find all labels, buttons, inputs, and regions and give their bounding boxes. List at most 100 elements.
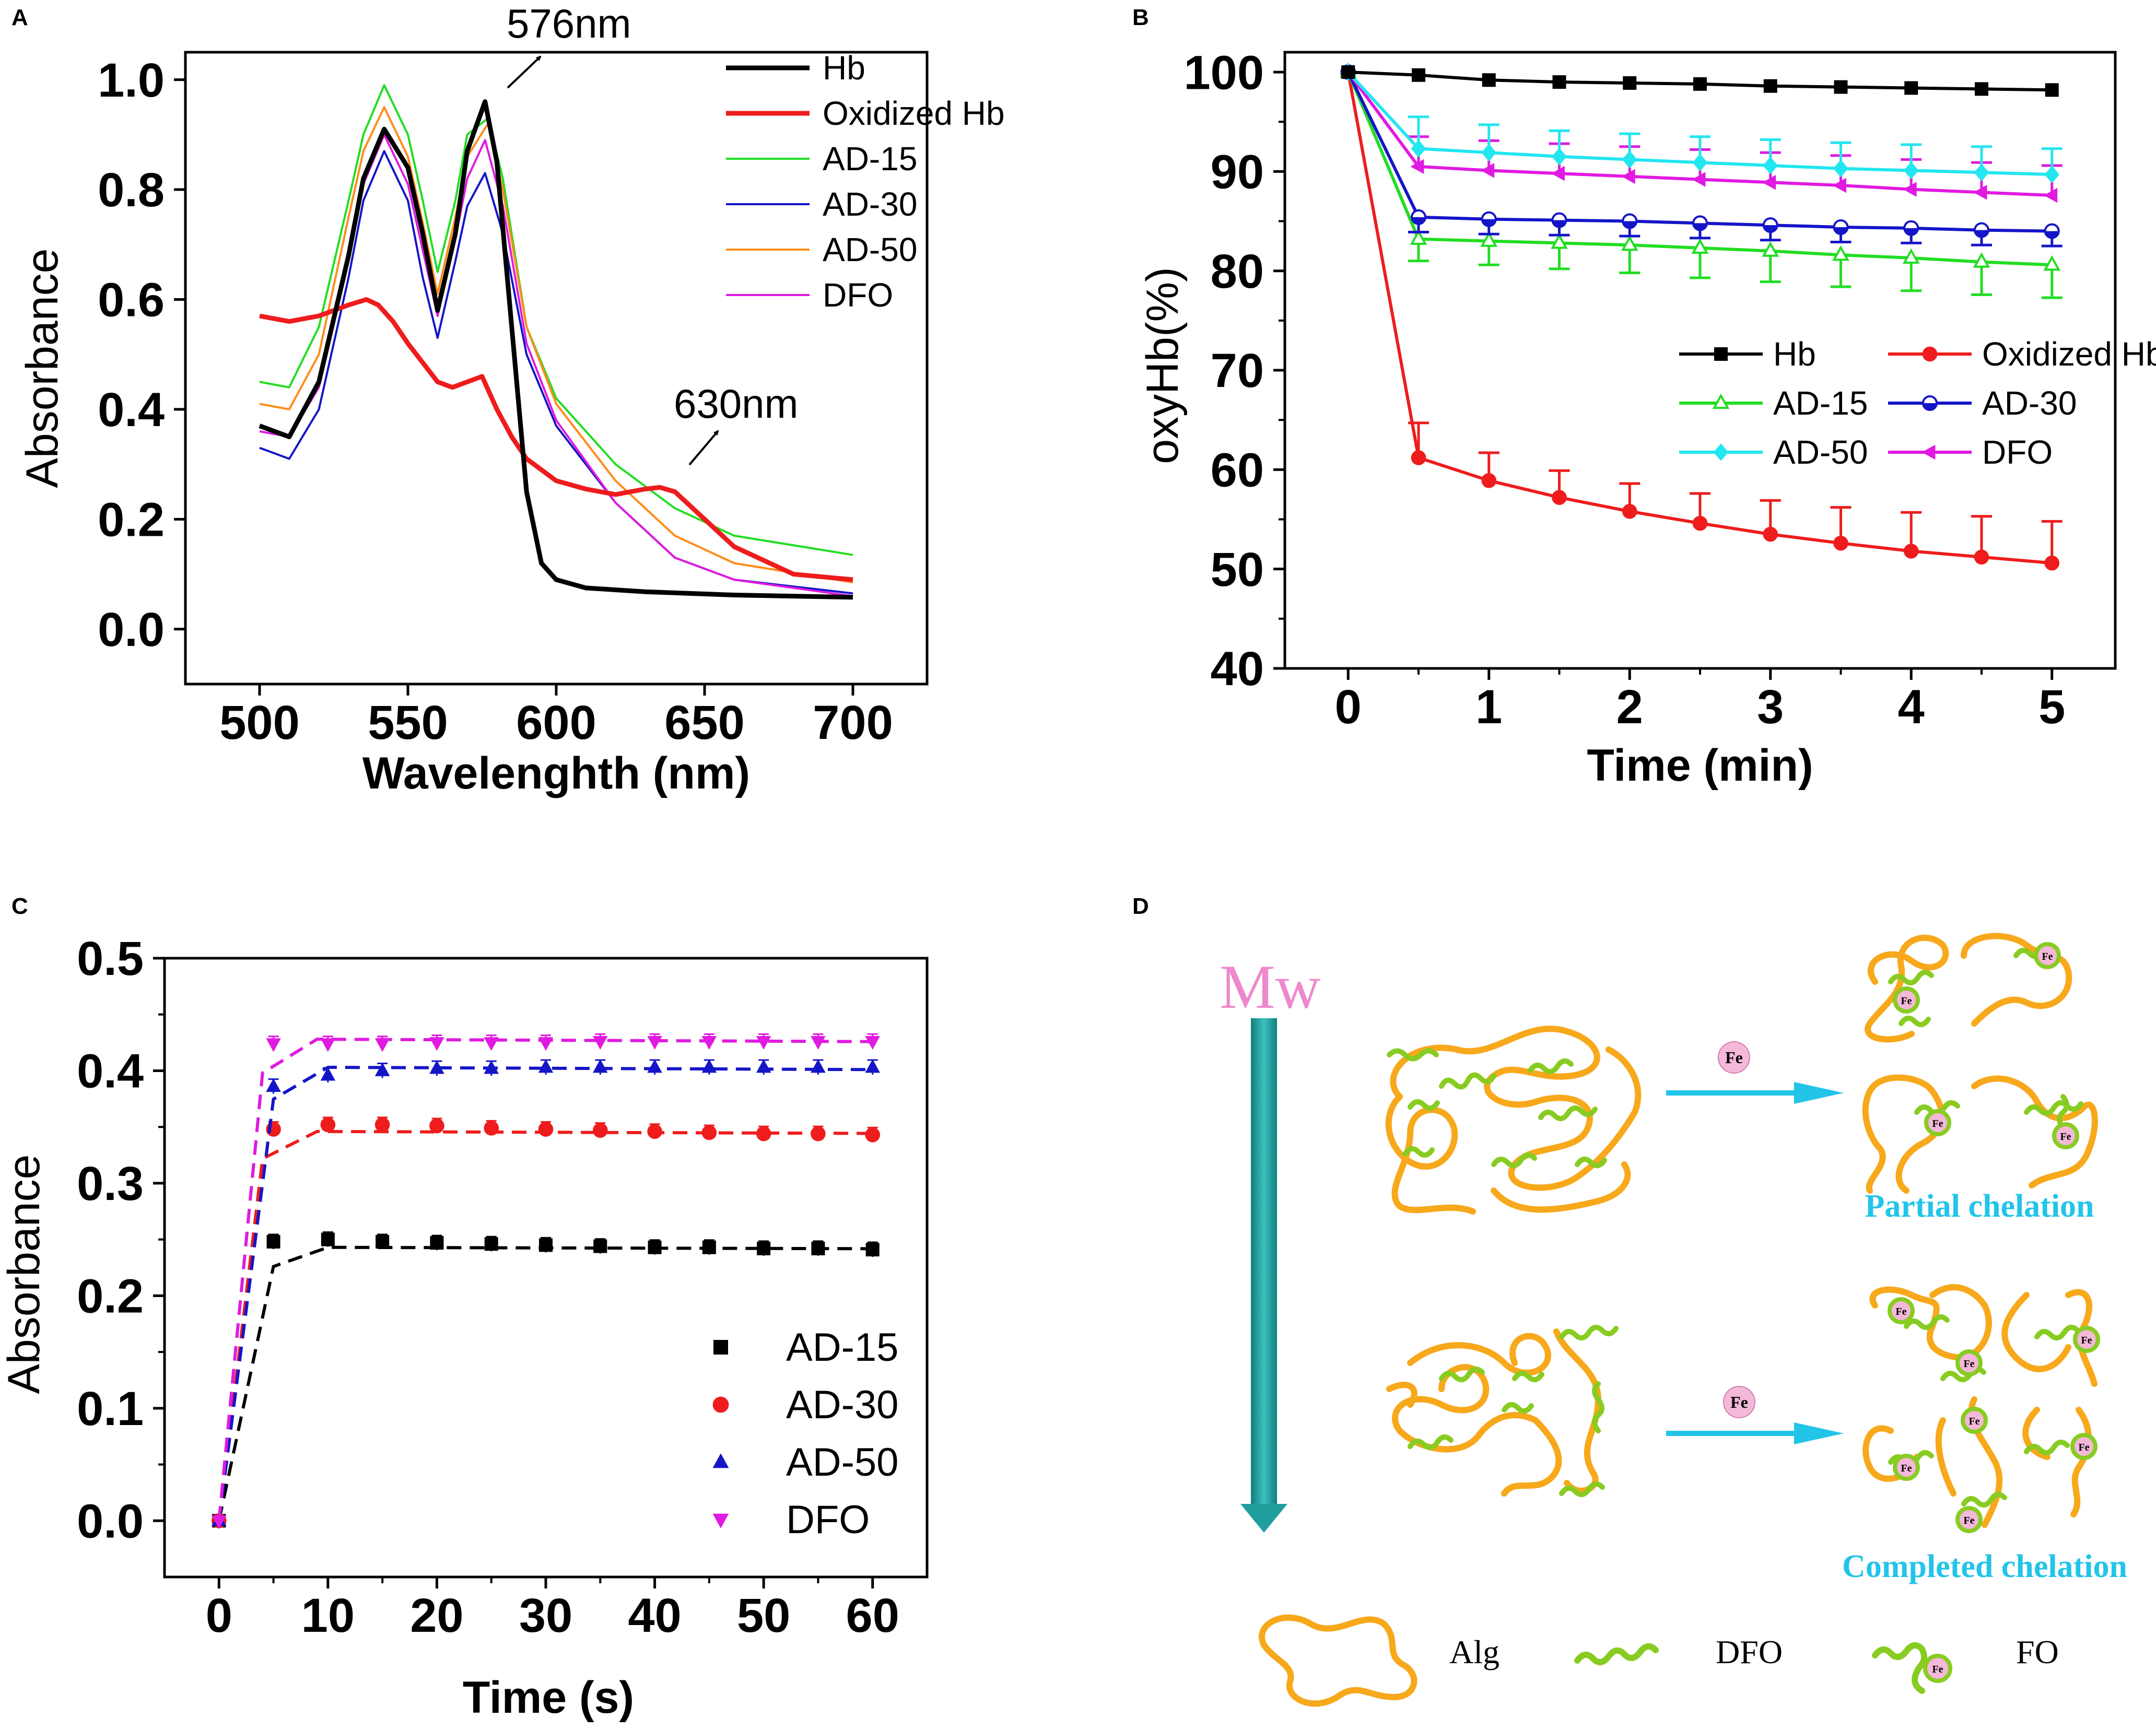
chart-a-ylabel: Absorbance [17, 249, 67, 488]
data-point-ad-30 [1762, 217, 1778, 233]
data-point-ad-15 [757, 1241, 771, 1255]
fe-complex-4: Fe [2052, 1122, 2079, 1149]
chart-c-ticks: 0 10 20 30 40 50 60 0.0 0.1 0.2 0.3 0.4 0.5 [77, 932, 899, 1642]
data-point-ad-30 [701, 1125, 717, 1140]
chart-b-ylabel: oxyHb(%) [1138, 267, 1188, 464]
partial-chelation-label: Partial chelation [1865, 1188, 2094, 1224]
data-point-ad-50 [1411, 139, 1426, 158]
legend-label-hb: Hb [823, 49, 865, 87]
data-point-ad-15 [2043, 255, 2061, 271]
data-point-ad-15 [1621, 235, 1638, 251]
legend-marker-oxidized-hb [1922, 346, 1938, 362]
fe-bubble-top [1718, 1041, 1750, 1074]
data-point-oxidized-hb [1622, 503, 1637, 519]
data-point-ad-50 [1622, 150, 1637, 169]
fe-complex-11-label: Fe [1963, 1515, 1974, 1526]
data-point-ad-15 [1762, 241, 1779, 257]
legend-label-ad-15: AD-15 [823, 140, 917, 178]
legend-label-dfo: DFO [823, 276, 893, 314]
data-point-ad-15 [430, 1236, 444, 1250]
fe-complex-11: Fe [1955, 1506, 1983, 1533]
chart-c-lines [211, 1033, 881, 1529]
data-point-dfo [1762, 175, 1776, 190]
data-point-dfo [484, 1037, 499, 1051]
data-point-ad-30 [811, 1126, 826, 1141]
data-point-ad-30 [1692, 215, 1708, 231]
data-point-dfo [865, 1036, 881, 1050]
fe-complex-9-label: Fe [1968, 1416, 1979, 1427]
fe-complex-5: Fe [1888, 1297, 1915, 1324]
data-point-ad-50 [756, 1059, 771, 1073]
mw-arrow-head [1240, 1504, 1287, 1533]
legend-marker-hb [1714, 347, 1728, 361]
data-point-oxidized-hb [1692, 515, 1708, 531]
data-point-ad-30 [1622, 213, 1638, 229]
data-point-oxidized-hb [1411, 450, 1426, 465]
data-point-hb [1834, 80, 1848, 94]
completed-chelation-cluster [1862, 1284, 2098, 1528]
data-point-oxidized-hb [1903, 544, 1919, 559]
data-point-ad-15 [376, 1234, 390, 1249]
data-point-ad-30 [374, 1117, 390, 1133]
diagram-legend [1259, 1614, 1927, 1707]
data-point-ad-30 [647, 1124, 662, 1139]
fe-complex-10-label: Fe [2078, 1442, 2089, 1453]
legend-label-ad-15: AD-15 [1773, 384, 1868, 422]
chart-c-xlabel: Time (s) [463, 1673, 634, 1723]
legend-fo-fe-label: Fe [1932, 1664, 1943, 1675]
data-point-dfo [320, 1038, 336, 1052]
x-tick-label: 60 [846, 1589, 899, 1642]
data-point-ad-30 [592, 1123, 608, 1138]
x-tick-label: 5 [2038, 680, 2065, 734]
series-line-ad-15 [259, 84, 853, 556]
data-point-ad-15 [1832, 245, 1849, 261]
x-tick-label: 20 [410, 1589, 463, 1642]
legend-marker-ad-30 [712, 1396, 729, 1413]
data-point-ad-50 [266, 1078, 281, 1092]
annotation-630nm: 630nm [674, 381, 799, 427]
data-point-dfo [1692, 172, 1706, 187]
data-point-ad-15 [648, 1240, 662, 1254]
fe-bubble-bottom-label: Fe [1730, 1393, 1748, 1411]
data-point-hb [1974, 82, 1988, 96]
data-point-hb [1904, 81, 1918, 95]
data-point-ad-15 [593, 1239, 607, 1253]
data-point-ad-50 [484, 1060, 499, 1074]
chart-b-lines [1339, 62, 2063, 571]
data-point-dfo [2044, 187, 2058, 203]
chart-a-legend: Hb Oxidized Hb AD-15 AD-30 AD-50 DFO [726, 49, 1005, 314]
chart-a: 500 550 600 650 700 0.0 0.2 0.4 0.6 0.8 1.0 Wavele… [17, 1, 1005, 798]
y-tick-label: 0.4 [77, 1045, 144, 1098]
x-tick-label: 650 [664, 696, 745, 749]
series-line-oxidized-hb [259, 297, 853, 582]
data-point-hb [1763, 79, 1777, 93]
data-point-hb [1693, 77, 1707, 91]
x-tick-label: 4 [1898, 680, 1925, 734]
legend-alg-label: Alg [1449, 1633, 1499, 1670]
data-point-dfo [1481, 163, 1495, 178]
chart-b: 0 1 2 3 4 5 40 50 60 70 80 90 100 Time (min) oxyHb(%… [1138, 46, 2156, 791]
data-point-ad-50 [374, 1062, 390, 1076]
legend-label-dfo: DFO [786, 1498, 870, 1542]
y-tick-label: 50 [1211, 543, 1264, 596]
data-point-ad-50 [1552, 147, 1567, 166]
data-point-dfo [211, 1515, 227, 1529]
data-point-ad-30 [865, 1127, 881, 1143]
legend-label-ad-30: AD-30 [786, 1383, 898, 1427]
chart-c: 0 10 20 30 40 50 60 0.0 0.1 0.2 0.3 0.4 0.5 Time (s)… [0, 932, 929, 1723]
data-point-hb [1552, 75, 1566, 89]
data-point-hb [1341, 65, 1355, 79]
data-point-ad-50 [701, 1059, 717, 1073]
series-line-hb [259, 99, 853, 600]
data-point-dfo [429, 1037, 444, 1051]
fe-bubble-bottom [1723, 1386, 1755, 1418]
data-point-ad-50 [538, 1059, 554, 1073]
legend-label-hb: Hb [1773, 335, 1816, 373]
data-point-ad-30 [1833, 219, 1849, 235]
x-tick-label: 0 [206, 1589, 232, 1642]
data-point-dfo [1832, 178, 1846, 193]
data-point-ad-50 [1833, 159, 1848, 178]
legend-marker-ad-15 [713, 1340, 728, 1355]
data-point-ad-30 [1551, 212, 1567, 228]
data-point-ad-30 [484, 1121, 499, 1136]
